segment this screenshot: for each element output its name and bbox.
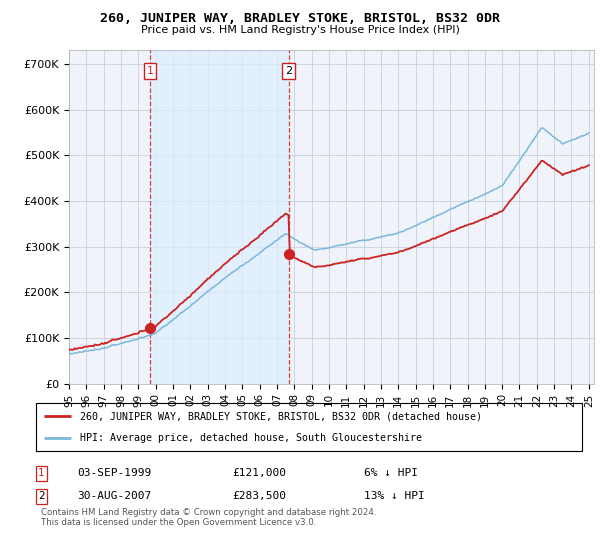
Bar: [150, 50, 289, 384]
Text: £283,500: £283,500: [233, 491, 287, 501]
Text: 30-AUG-2007: 30-AUG-2007: [77, 491, 151, 501]
Text: 1: 1: [38, 468, 45, 478]
Text: 1: 1: [146, 66, 154, 76]
Text: Contains HM Land Registry data © Crown copyright and database right 2024.
This d: Contains HM Land Registry data © Crown c…: [41, 508, 377, 527]
Text: HPI: Average price, detached house, South Gloucestershire: HPI: Average price, detached house, Sout…: [80, 433, 422, 443]
Text: 2: 2: [285, 66, 292, 76]
Text: 260, JUNIPER WAY, BRADLEY STOKE, BRISTOL, BS32 0DR (detached house): 260, JUNIPER WAY, BRADLEY STOKE, BRISTOL…: [80, 411, 482, 421]
Text: 03-SEP-1999: 03-SEP-1999: [77, 468, 151, 478]
Text: 260, JUNIPER WAY, BRADLEY STOKE, BRISTOL, BS32 0DR: 260, JUNIPER WAY, BRADLEY STOKE, BRISTOL…: [100, 12, 500, 25]
Text: 13% ↓ HPI: 13% ↓ HPI: [364, 491, 424, 501]
Text: £121,000: £121,000: [233, 468, 287, 478]
Text: 2: 2: [38, 491, 45, 501]
Text: 6% ↓ HPI: 6% ↓ HPI: [364, 468, 418, 478]
Text: Price paid vs. HM Land Registry's House Price Index (HPI): Price paid vs. HM Land Registry's House …: [140, 25, 460, 35]
